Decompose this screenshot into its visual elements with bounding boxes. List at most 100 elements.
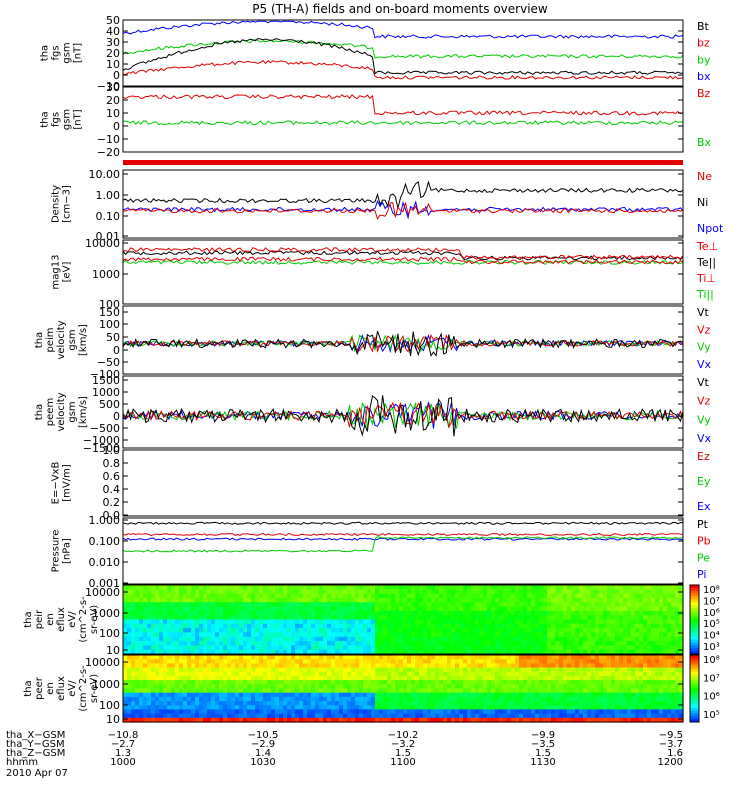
traces (122, 395, 684, 437)
y-axis-label-line: velocity (56, 392, 67, 431)
legend-entry-bx: bx (697, 70, 711, 83)
x-axis-value: 1130 (530, 757, 555, 768)
y-tick-label: 1000 (92, 386, 120, 399)
trace-Vt (122, 330, 684, 357)
legend-entry-Ey: Ey (697, 475, 711, 488)
y-tick-label: −10 (97, 133, 120, 146)
y-axis-label-line: [mV/m] (62, 464, 73, 502)
x-axis-value: −3.7 (659, 739, 683, 750)
y-tick-label: 10 (106, 713, 120, 726)
x-axis-value: 1.5 (395, 748, 411, 759)
y-tick-label: 10000 (85, 656, 120, 669)
x-axis-value: −2.9 (251, 739, 275, 750)
y-tick-label: 0.6 (103, 470, 121, 483)
trace-bz (122, 59, 684, 80)
trace-Vt (122, 395, 684, 437)
y-tick-label: 100 (99, 699, 120, 712)
y-axis-label-line: tha (23, 680, 34, 696)
traces (122, 20, 684, 80)
y-tick-label: −1000 (83, 434, 120, 447)
y-axis-label-line: [km/s] (78, 396, 89, 428)
panel-4: 10000 1000 100 mag13 [eV] Te⊥ Te|| Ti⊥ Ti|| (51, 237, 719, 311)
y-axis-label-line: E=−VxB (51, 462, 62, 505)
legend-entry-Pb: Pb (697, 535, 711, 548)
y-tick-label: 30 (106, 81, 120, 94)
x-axis-row-label: hhmm (6, 757, 38, 768)
trace-Vy (122, 401, 684, 429)
legend-entry-Pe: Pe (697, 551, 710, 564)
y-tick-label: 30 (106, 36, 120, 49)
trace-Bz (122, 94, 684, 116)
y-tick-label: −500 (90, 422, 120, 435)
trace-Vx (122, 333, 684, 354)
mode-bar (123, 160, 683, 165)
colorbar-tick-label: 10³ (703, 642, 720, 653)
y-axis-label-line: peir (34, 609, 45, 629)
legend-entry-Vy: Vy (697, 413, 711, 426)
y-tick-label: 500 (99, 398, 120, 411)
y-axis-label-line: [cm−3] (62, 185, 73, 223)
trace-Pt (122, 521, 684, 525)
x-axis-value: 1.3 (115, 748, 131, 759)
colorbar-tick-label: 10⁵ (703, 710, 720, 721)
legend-entry-Vz: Vz (697, 323, 711, 336)
panel-frame (122, 449, 684, 517)
y-tick-label: 150 (99, 306, 120, 319)
trace-Bt (122, 37, 684, 75)
y-tick-label: 1.00 (96, 189, 121, 202)
y-tick-label: −100 (90, 368, 120, 381)
x-axis-value: 1.6 (667, 748, 683, 759)
panel-frame (122, 19, 684, 87)
x-axis-value: 1000 (110, 757, 135, 768)
y-tick-label: 1.000 (89, 514, 121, 527)
x-axis-value: −9.9 (531, 730, 555, 741)
legend-entry-Vt: Vt (697, 376, 710, 389)
legend-entry-Vx: Vx (697, 432, 712, 445)
y-axis-label-line: fgs (51, 112, 62, 127)
y-axis-label-line: Pressure (51, 530, 62, 573)
legend-entry-Pi: Pi (697, 568, 706, 581)
y-tick-label: 10 (106, 107, 120, 120)
y-axis-label-line: eflux (56, 676, 67, 701)
y-tick-label: 10.00 (89, 168, 121, 181)
y-tick-label: 10000 (85, 586, 120, 599)
traces (122, 247, 684, 265)
y-axis-label-line: [nT] (73, 109, 84, 129)
legend-entry-Vt: Vt (697, 306, 710, 319)
trace-Ne (123, 202, 684, 221)
x-axis-value: −10.8 (108, 730, 139, 741)
traces (122, 521, 684, 553)
colorbar-tick-label: 10⁸ (703, 655, 720, 666)
y-tick-label: 1000 (92, 268, 120, 281)
legend-entry-Bx: Bx (697, 136, 712, 149)
x-axis-row-label: tha_X−GSM (6, 730, 65, 741)
y-axis-label-line: Density (51, 185, 62, 223)
x-axis-value: −3.2 (391, 739, 415, 750)
panel-3: 10.00 1.00 0.10 0.01 Density [cm−3] Ne Ni Npot (51, 168, 724, 243)
panel-frame (122, 239, 684, 305)
x-axis-value: 1200 (658, 757, 683, 768)
y-axis-label-line: sr-eV) (89, 605, 100, 634)
y-axis-label-line: en (45, 682, 56, 695)
y-axis-label-line: eV/ (67, 680, 78, 697)
legend-entry-bz: bz (697, 37, 710, 50)
y-axis-label-line: peim (45, 327, 56, 352)
traces (122, 180, 684, 221)
y-tick-label: 100 (99, 318, 120, 331)
panel-7: 1.00.80.60.40.20.0 E=−VxB [mV/m] Ez Ey Ex (51, 444, 711, 522)
y-tick-label: 0 (113, 344, 120, 357)
legend-entry-Bz: Bz (697, 87, 711, 100)
x-axis-date: 2010 Apr 07 (6, 768, 68, 779)
y-tick-label: 100 (99, 627, 120, 640)
colorbar-tick-label: 10⁷ (703, 673, 720, 684)
y-axis-label-line: mag13 (51, 255, 62, 290)
y-axis-label-line: gsm (67, 329, 78, 350)
panel-frame (122, 375, 684, 449)
y-tick-label: 50 (106, 14, 120, 27)
